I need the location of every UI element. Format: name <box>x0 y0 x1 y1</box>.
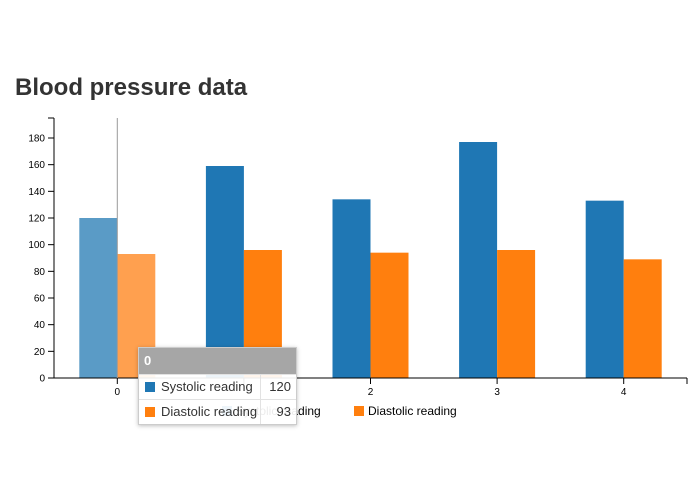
y-tick-label-0: 0 <box>39 374 45 385</box>
tooltip-label-systolic: Systolic reading <box>161 379 253 394</box>
bar-systolic-2[interactable] <box>332 199 371 378</box>
y-tick-label-100: 100 <box>28 240 45 251</box>
chart-title: Blood pressure data <box>15 74 248 101</box>
tooltip: 0 Systolic reading 120 Diastolic reading… <box>138 347 297 425</box>
y-tick-label-80: 80 <box>34 267 46 278</box>
y-tick-label-160: 160 <box>28 160 45 171</box>
y-tick-label-120: 120 <box>28 214 45 225</box>
y-tick-label-140: 140 <box>28 187 45 198</box>
bar-diastolic-2[interactable] <box>370 252 409 378</box>
bar-systolic-0[interactable] <box>79 218 118 378</box>
tooltip-label-diastolic: Diastolic reading <box>161 404 258 419</box>
y-tick-label-60: 60 <box>34 294 46 305</box>
bar-systolic-1[interactable] <box>205 166 244 378</box>
x-tick-label-2: 2 <box>368 387 374 398</box>
x-tick-label-4: 4 <box>621 387 627 398</box>
y-axis: 0 20 40 60 80 100 120 140 160 180 <box>28 117 55 385</box>
legend-label-diastolic[interactable]: Diastolic reading <box>368 404 457 418</box>
tooltip-value-systolic: 120 <box>269 379 291 394</box>
tooltip-swatch-systolic <box>145 382 155 392</box>
tooltip-row-diastolic: Diastolic reading 93 <box>139 399 296 424</box>
tooltip-swatch-diastolic <box>145 407 155 417</box>
bars-group <box>79 142 662 378</box>
tooltip-header: 0 <box>139 348 296 374</box>
bar-systolic-3[interactable] <box>459 142 498 378</box>
bar-diastolic-3[interactable] <box>497 250 536 378</box>
y-tick-label-40: 40 <box>34 320 46 331</box>
x-tick-label-3: 3 <box>494 387 500 398</box>
bar-systolic-4[interactable] <box>585 200 624 378</box>
legend-swatch-diastolic[interactable] <box>354 406 364 416</box>
y-tick-label-20: 20 <box>34 347 46 358</box>
bar-diastolic-4[interactable] <box>623 259 662 378</box>
x-tick-label-0: 0 <box>115 387 121 398</box>
y-tick-label-180: 180 <box>28 134 45 145</box>
tooltip-row-systolic: Systolic reading 120 <box>139 374 296 399</box>
tooltip-value-diastolic: 93 <box>276 404 291 419</box>
